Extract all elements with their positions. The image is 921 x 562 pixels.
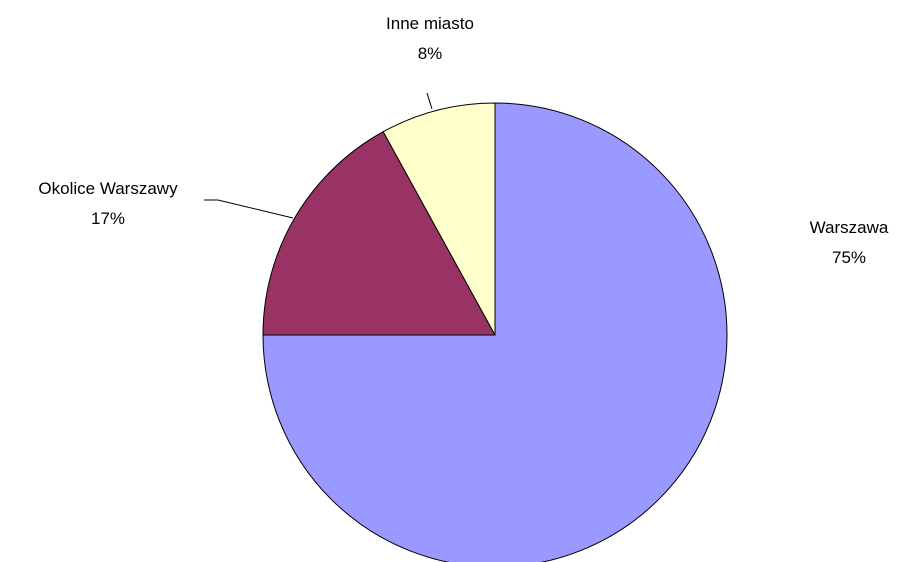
leader-line-inne-miasto: [426, 92, 433, 110]
slice-value-okolice-warszawy: 17%: [91, 209, 125, 228]
slice-label-inne-miasto: Inne miasto: [386, 14, 474, 33]
pie-slice-inne-miasto: [382, 102, 496, 336]
slice-label-warszawa: Warszawa: [810, 218, 889, 237]
pie-slice-okolice-warszawy: [262, 131, 496, 336]
leader-line-okolice-warszawy: [204, 199, 294, 219]
slice-value-inne-miasto: 8%: [418, 44, 443, 63]
slice-label-okolice-warszawy: Okolice Warszawy: [38, 179, 178, 198]
leader-lines-layer: [204, 92, 433, 219]
slices-layer: [262, 102, 728, 562]
slice-value-warszawa: 75%: [832, 248, 866, 267]
labels-layer: Inne miasto 8% Okolice Warszawy 17% Wars…: [38, 14, 888, 267]
